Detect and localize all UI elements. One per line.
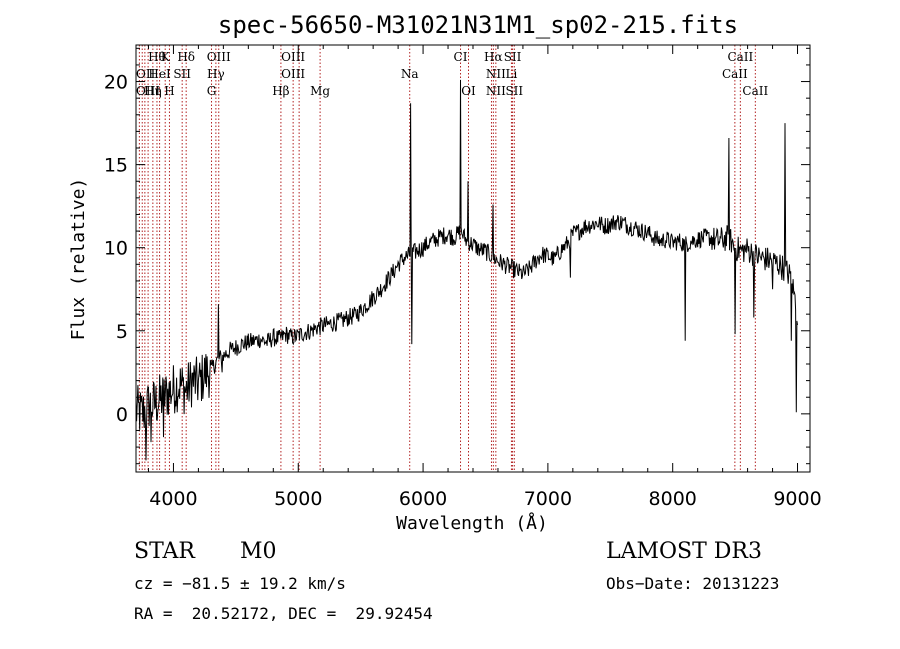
line-label: Mg: [310, 84, 330, 98]
line-label: Hθ: [148, 50, 166, 64]
x-tick-label: 9000: [773, 488, 821, 510]
axis-ticks: 4000 5000 6000 7000 8000 9000 0 5 10 15 20: [104, 45, 822, 510]
x-axis-label: Wavelength (Å): [396, 512, 548, 534]
line-label: OIII: [281, 67, 305, 81]
line-label: SII: [504, 50, 522, 64]
obs-date: Obs−Date: 20131223: [606, 574, 780, 593]
line-label: OIII: [281, 50, 305, 64]
line-label: G: [207, 84, 217, 98]
line-label: SII: [505, 84, 523, 98]
cz-value: cz = −81.5 ± 19.2 km/s: [134, 574, 346, 593]
line-label: CaII: [742, 84, 768, 98]
line-label: Hα: [484, 50, 503, 64]
spectrum-line: [135, 79, 798, 461]
plot-frame: [135, 44, 811, 473]
survey-label: LAMOST DR3: [606, 539, 762, 564]
line-label: Hδ: [177, 50, 195, 64]
line-label: H: [164, 84, 174, 98]
line-label: Hη: [144, 84, 162, 98]
series-layer: [135, 79, 798, 461]
line-label: SII: [173, 67, 191, 81]
line-label: CaII: [727, 50, 753, 64]
y-tick-label: 20: [104, 72, 128, 94]
class-label: STAR: [134, 539, 195, 564]
x-tick-label: 5000: [274, 488, 322, 510]
chart-title: spec-56650-M31021N31M1_sp02-215.fits: [218, 11, 738, 39]
line-label: HeI: [148, 67, 171, 81]
y-tick-label: 10: [104, 238, 128, 260]
y-tick-label: 15: [104, 155, 128, 177]
y-axis-label: Flux (relative): [68, 178, 89, 341]
x-tick-label: 8000: [649, 488, 697, 510]
line-label: K: [161, 50, 171, 64]
line-label: OIII: [207, 50, 231, 64]
line-label: NII: [486, 67, 506, 81]
x-tick-label: 7000: [524, 488, 572, 510]
radec-value: RA = 20.52172, DEC = 29.92454: [134, 604, 433, 623]
reference-lines: [138, 45, 756, 472]
y-tick-label: 0: [116, 404, 128, 426]
x-tick-label: 4000: [149, 488, 197, 510]
subclass-label: M0: [240, 539, 277, 564]
y-tick-label: 5: [116, 321, 128, 343]
line-label: CI: [454, 50, 468, 64]
line-label: Na: [401, 67, 419, 81]
line-label: NII: [486, 84, 506, 98]
line-label: OI: [461, 84, 476, 98]
line-label: CaII: [722, 67, 748, 81]
line-label: OII: [136, 67, 156, 81]
x-tick-label: 6000: [399, 488, 447, 510]
line-label: OIII: [136, 84, 160, 98]
line-label: Li: [506, 67, 518, 81]
line-label: Hγ: [207, 67, 225, 81]
line-label: Hβ: [272, 84, 289, 98]
